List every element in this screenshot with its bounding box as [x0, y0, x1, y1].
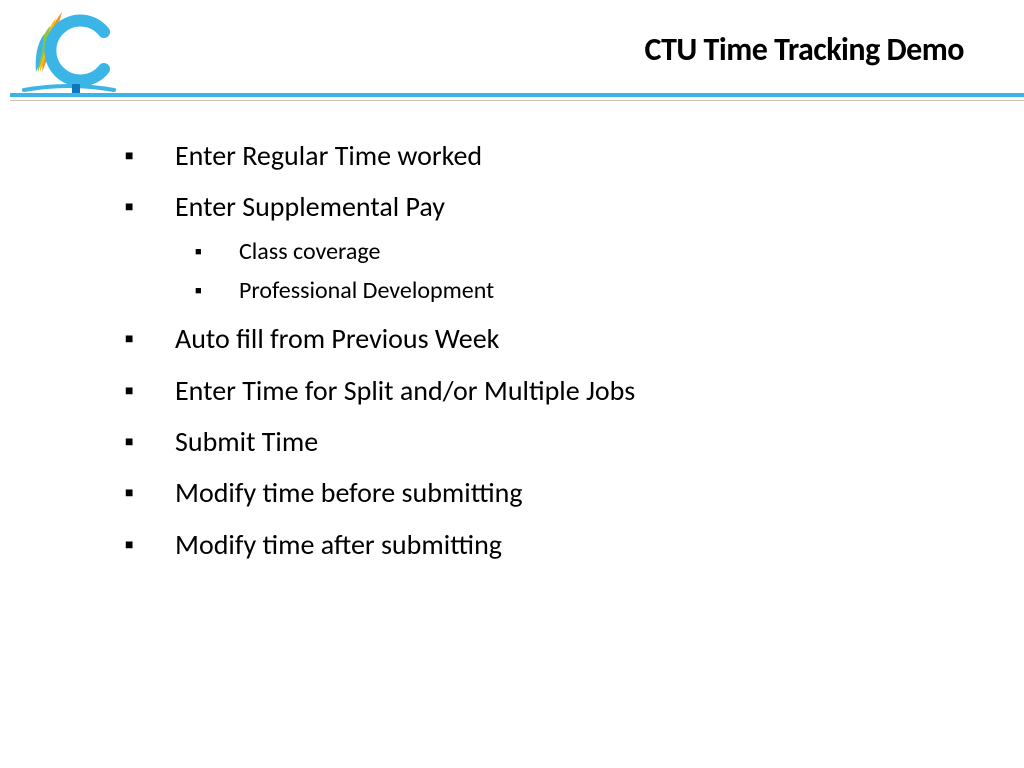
list-item: Auto fill from Previous Week: [95, 317, 984, 360]
list-item-text: Modify time after submitting: [175, 527, 502, 562]
list-item-text: Enter Time for Split and/or Multiple Job…: [175, 373, 635, 408]
list-item-text: Submit Time: [175, 424, 318, 459]
bullet-list: Enter Regular Time worked Enter Suppleme…: [95, 134, 984, 566]
list-item-text: Enter Supplemental Pay: [175, 189, 445, 224]
list-item-text: Modify time before submitting: [175, 475, 523, 510]
slide-title: CTU Time Tracking Demo: [644, 30, 964, 69]
list-item-text: Auto fill from Previous Week: [175, 321, 499, 356]
list-item-text: Class coverage: [239, 237, 380, 266]
list-item: Class coverage: [175, 233, 984, 270]
list-item: Enter Supplemental Pay Class coverage Pr…: [95, 185, 984, 309]
list-item: Submit Time: [95, 420, 984, 463]
list-item-text: Professional Development: [239, 276, 494, 305]
sub-bullet-list: Class coverage Professional Development: [175, 233, 984, 309]
list-item: Enter Time for Split and/or Multiple Job…: [95, 369, 984, 412]
list-item: Professional Development: [175, 272, 984, 309]
header-divider: [10, 93, 1024, 101]
list-item: Modify time after submitting: [95, 523, 984, 566]
slide-content: Enter Regular Time worked Enter Suppleme…: [0, 110, 1024, 566]
slide-header: CTU Time Tracking Demo: [0, 0, 1024, 110]
ctu-logo-icon: [14, 4, 124, 99]
list-item-text: Enter Regular Time worked: [175, 138, 482, 173]
list-item: Modify time before submitting: [95, 471, 984, 514]
list-item: Enter Regular Time worked: [95, 134, 984, 177]
